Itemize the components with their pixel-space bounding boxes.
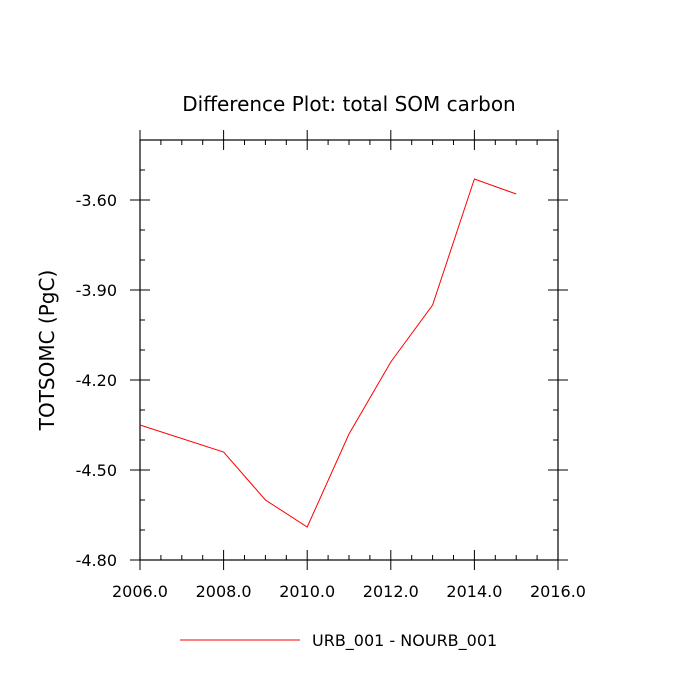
axis-ticks	[130, 130, 568, 570]
chart-title: Difference Plot: total SOM carbon	[182, 92, 515, 116]
x-tick-label: 2014.0	[446, 582, 502, 601]
legend: URB_001 - NOURB_001	[180, 631, 497, 651]
y-tick-label: -4.50	[76, 461, 117, 480]
axis-tick-labels: 2006.0 2008.0 2010.0 2012.0 2014.0 2016.0 -4.8…	[76, 191, 586, 601]
series-layer	[139, 178, 517, 528]
legend-label: URB_001 - NOURB_001	[312, 631, 497, 651]
y-tick-label: -4.80	[76, 551, 117, 570]
y-axis-label: TOTSOMC (PgC)	[35, 270, 59, 432]
plot-frame	[139, 139, 559, 561]
x-tick-label: 2010.0	[279, 582, 335, 601]
x-tick-label: 2012.0	[363, 582, 419, 601]
y-tick-label: -3.60	[76, 191, 117, 210]
y-tick-label: -4.20	[76, 371, 117, 390]
x-tick-label: 2016.0	[530, 582, 586, 601]
y-tick-label: -3.90	[76, 281, 117, 300]
x-tick-label: 2006.0	[112, 582, 168, 601]
x-tick-label: 2008.0	[196, 582, 252, 601]
series-line	[139, 178, 517, 528]
